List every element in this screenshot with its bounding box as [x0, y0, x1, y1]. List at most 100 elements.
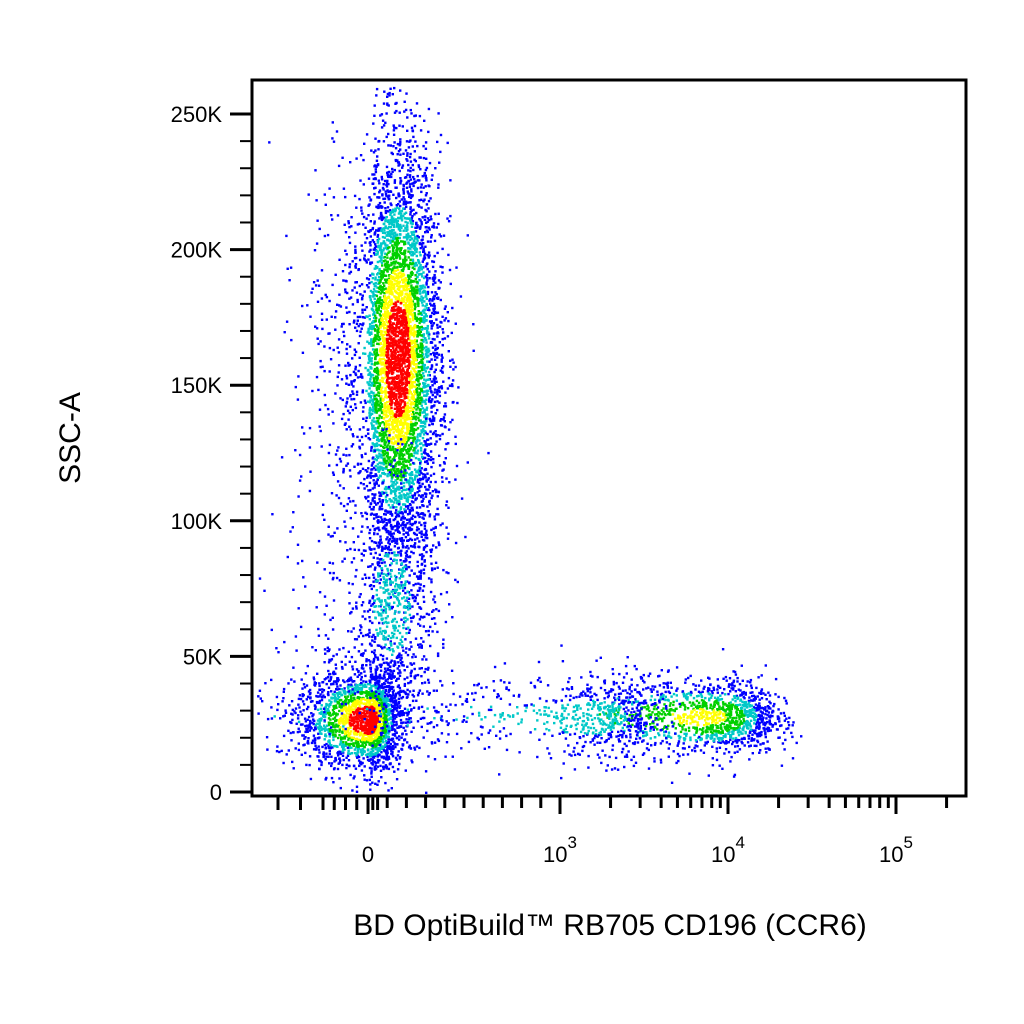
data-point	[432, 332, 436, 335]
data-point	[433, 534, 436, 537]
data-point	[423, 215, 427, 218]
data-point	[412, 531, 416, 535]
data-point	[419, 264, 422, 267]
data-point	[376, 252, 379, 256]
data-point	[270, 678, 273, 682]
data-point	[375, 692, 378, 695]
data-point	[390, 787, 393, 790]
data-point	[378, 574, 382, 577]
data-point	[397, 525, 401, 528]
data-point	[359, 683, 362, 687]
data-point	[424, 419, 428, 422]
data-point	[323, 724, 326, 727]
data-point	[418, 199, 421, 202]
data-point	[318, 701, 321, 705]
data-point	[345, 428, 348, 431]
data-point	[406, 714, 409, 717]
data-point	[309, 315, 312, 318]
data-point	[361, 249, 364, 252]
data-point	[417, 494, 421, 497]
data-point	[330, 744, 333, 747]
data-point	[424, 431, 427, 434]
data-point	[425, 221, 428, 224]
data-point	[380, 561, 384, 565]
data-point	[431, 419, 434, 422]
data-point	[391, 490, 395, 493]
data-point	[423, 317, 426, 320]
data-point	[377, 701, 381, 705]
data-point	[366, 715, 369, 718]
data-point	[317, 539, 321, 543]
data-point	[311, 739, 315, 742]
data-point	[417, 545, 420, 548]
data-point	[438, 394, 442, 398]
data-point	[360, 530, 363, 533]
data-point	[372, 657, 376, 661]
data-point	[385, 755, 388, 758]
data-point	[380, 456, 383, 459]
data-point	[424, 292, 428, 295]
data-point	[349, 773, 352, 777]
data-point	[396, 477, 399, 481]
data-point	[420, 431, 424, 434]
data-point	[373, 766, 376, 769]
data-point	[416, 564, 419, 568]
data-point	[334, 744, 337, 748]
data-point	[313, 249, 317, 252]
data-point	[326, 233, 330, 237]
data-point	[312, 281, 316, 284]
data-point	[444, 305, 447, 308]
data-point	[304, 736, 307, 739]
data-point	[368, 196, 371, 199]
data-point	[399, 177, 402, 180]
data-point	[419, 254, 422, 257]
data-point	[328, 699, 331, 702]
data-point	[353, 465, 356, 468]
data-point	[325, 728, 329, 731]
data-point	[312, 734, 316, 737]
data-point	[334, 698, 337, 701]
data-point	[352, 711, 355, 714]
data-point	[288, 279, 291, 282]
data-point	[417, 259, 420, 262]
data-point	[316, 691, 320, 694]
data-point	[385, 767, 388, 770]
data-point	[414, 140, 417, 143]
data-point	[402, 192, 405, 195]
data-point	[433, 375, 436, 378]
data-point	[430, 465, 433, 469]
data-point	[396, 667, 399, 670]
data-point	[334, 663, 337, 666]
data-point	[405, 217, 408, 220]
data-point	[401, 240, 405, 243]
data-point	[396, 726, 399, 729]
data-point	[352, 742, 355, 745]
data-point	[348, 716, 352, 719]
data-point	[323, 345, 326, 348]
data-point	[338, 709, 341, 713]
data-point	[422, 457, 425, 460]
data-point	[378, 505, 382, 508]
data-point	[356, 721, 360, 724]
data-point	[411, 214, 414, 218]
data-point	[345, 377, 349, 380]
data-point	[348, 719, 352, 722]
data-point	[382, 723, 386, 727]
data-point	[297, 495, 300, 498]
data-point	[348, 764, 351, 768]
data-point	[397, 216, 400, 220]
data-point	[373, 114, 376, 117]
data-point	[291, 760, 294, 764]
data-point	[363, 316, 366, 319]
data-point	[418, 432, 422, 436]
data-point	[399, 494, 403, 497]
data-point	[375, 159, 379, 162]
data-point	[445, 504, 448, 507]
data-point	[369, 377, 372, 381]
data-point	[433, 294, 436, 298]
data-point	[336, 346, 339, 349]
data-point	[418, 289, 421, 293]
data-point	[395, 204, 398, 207]
data-point	[421, 411, 424, 414]
data-point	[372, 734, 376, 737]
